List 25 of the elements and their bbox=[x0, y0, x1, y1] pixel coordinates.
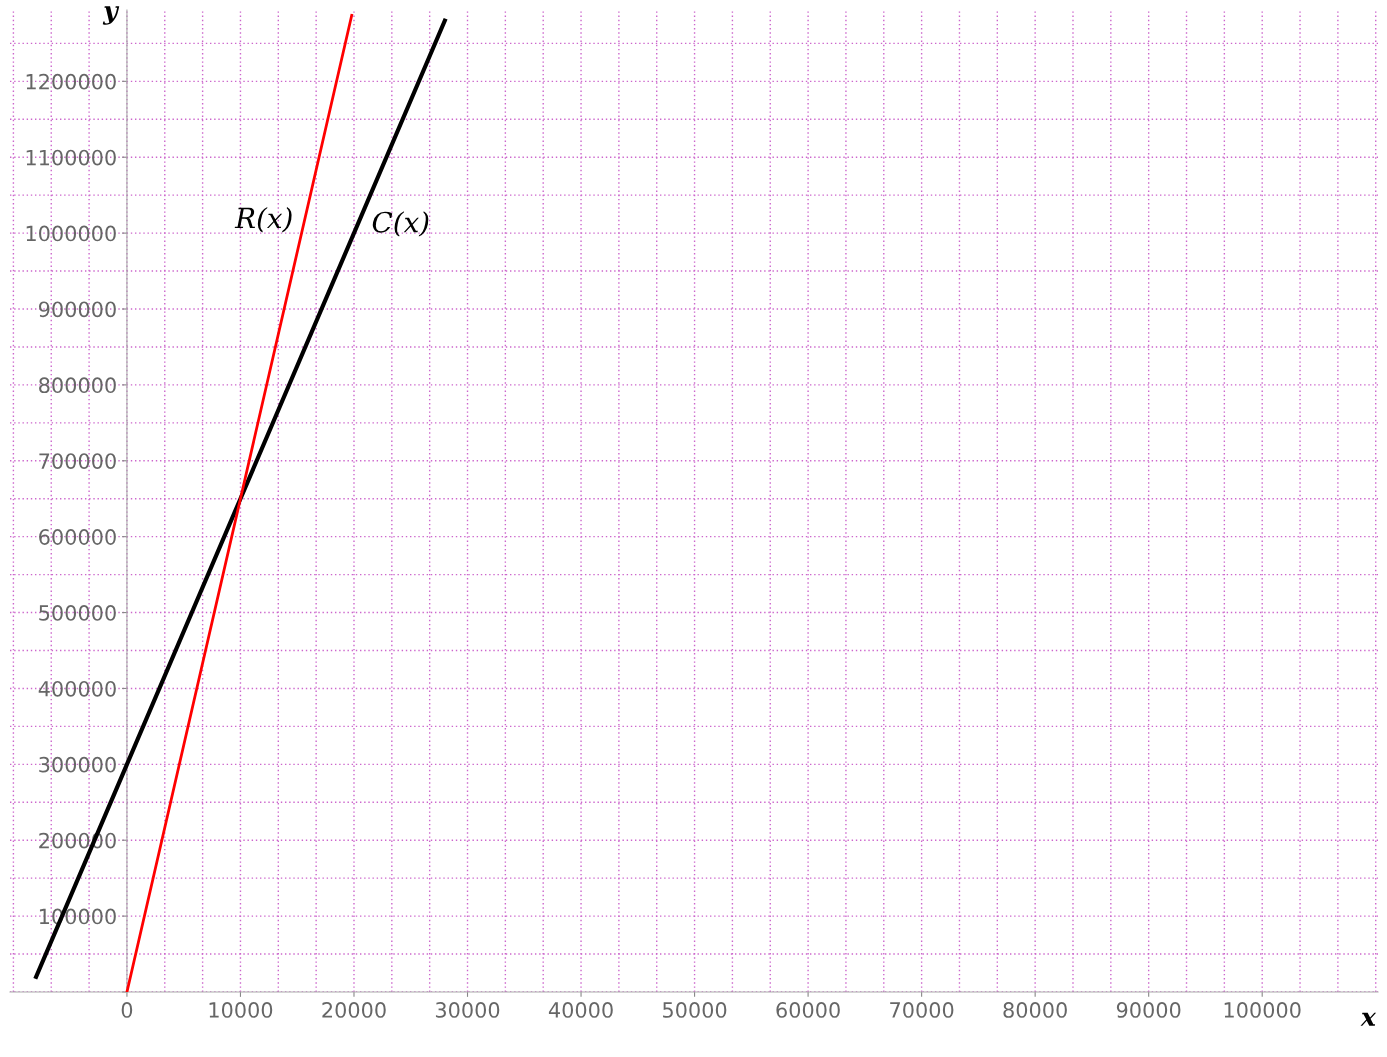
x-axis-title: x bbox=[1360, 1012, 1377, 1026]
y-tick-label: 700000 bbox=[39, 453, 116, 469]
series-label: C(x) bbox=[372, 211, 429, 237]
y-tick-label: 600000 bbox=[39, 529, 116, 545]
x-tick-label: 70000 bbox=[890, 1002, 954, 1018]
x-tick-label: 80000 bbox=[1003, 1002, 1067, 1018]
y-tick-label: 300000 bbox=[39, 756, 116, 773]
x-tick-label: 90000 bbox=[1116, 1002, 1181, 1018]
y-tick-label: 1200000 bbox=[26, 73, 116, 90]
y-tick-label: 400000 bbox=[38, 680, 116, 697]
y-tick-label: 500000 bbox=[39, 605, 116, 621]
x-tick-label: 60000 bbox=[776, 1002, 840, 1018]
y-axis-title: y bbox=[102, 6, 120, 25]
y-tick-label: 900000 bbox=[38, 301, 116, 318]
series-label: R(x) bbox=[234, 206, 292, 233]
x-tick-label: 20000 bbox=[322, 1002, 386, 1018]
y-tick-label: 800000 bbox=[39, 377, 116, 394]
x-tick-label: 0 bbox=[121, 1002, 133, 1018]
x-tick-label: 10000 bbox=[209, 1002, 273, 1018]
y-tick-label: 1100000 bbox=[26, 149, 116, 166]
y-tick-label: 1000000 bbox=[26, 225, 116, 242]
x-tick-label: 30000 bbox=[435, 1002, 500, 1018]
x-tick-label: 40000 bbox=[548, 1002, 613, 1018]
x-tick-label: 50000 bbox=[663, 1002, 727, 1018]
x-tick-label: 100000 bbox=[1224, 1002, 1301, 1018]
